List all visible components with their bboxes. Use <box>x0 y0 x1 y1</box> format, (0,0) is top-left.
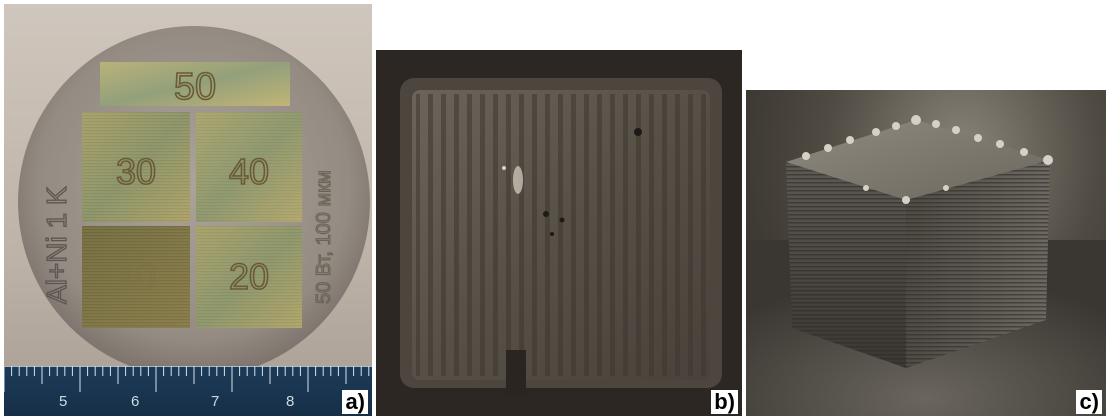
panel-a-disc-photo: 50 30 40 10 20 Al+Ni 1 K 50 Вт, 100 мкм … <box>4 4 372 416</box>
ruler-mark-5: 5 <box>59 393 68 410</box>
square-label-20: 20 <box>229 256 269 297</box>
sample-square-50 <box>100 62 290 106</box>
square-label-50: 50 <box>174 66 216 108</box>
square-label-10: 10 <box>116 256 156 297</box>
cube-image <box>746 115 1106 416</box>
square-label-40: 40 <box>229 151 269 192</box>
ruler-mark-7: 7 <box>211 393 220 410</box>
disc-image: 50 30 40 10 20 Al+Ni 1 K 50 Вт, 100 мкм <box>18 26 370 378</box>
ruler-mark-8: 8 <box>286 393 295 410</box>
disc-engraving-right: 50 Вт, 100 мкм <box>313 170 335 304</box>
ruler: 5 6 7 8 <box>4 366 372 416</box>
panel-label-b: b) <box>711 390 738 414</box>
ruler-mark-6: 6 <box>131 393 140 410</box>
ruler-ticks <box>4 366 372 392</box>
panel-label-c: c) <box>1076 390 1102 414</box>
panel-b-sample-top-photo: b) <box>376 50 742 416</box>
panel-c-cube-photo: c) <box>746 90 1106 416</box>
cube-top-face <box>786 120 1050 200</box>
sample-top-image <box>376 50 742 416</box>
panel-label-a: a) <box>342 390 368 414</box>
square-label-30: 30 <box>116 151 156 192</box>
disc-engraving-left: Al+Ni 1 K <box>41 186 72 304</box>
